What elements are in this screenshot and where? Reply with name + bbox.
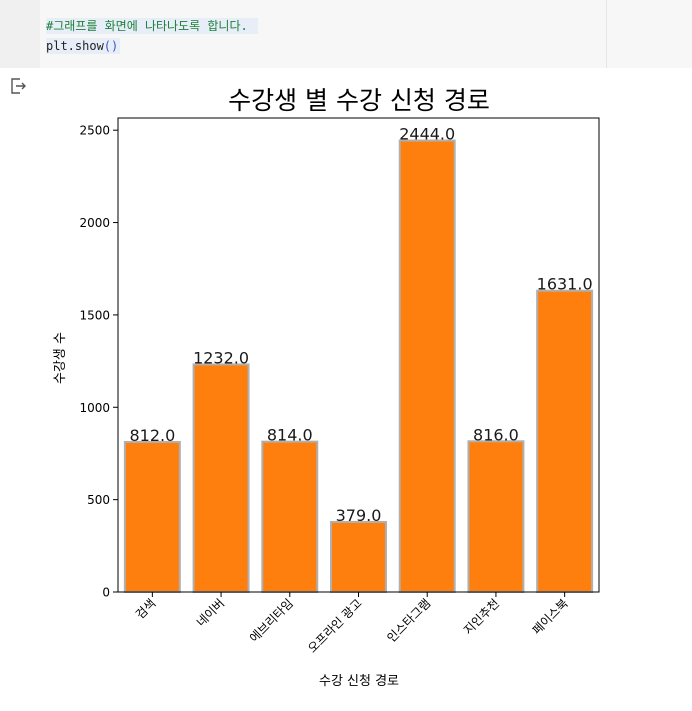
code-cell[interactable]: #그래프를 화면에 나타나도록 합니다. plt.show() [0,0,692,68]
y-axis-label: 수강생 수 [53,332,68,384]
bar [192,363,250,594]
output-redirect-icon[interactable] [8,76,28,96]
data-label: 812.0 [129,426,175,445]
y-tick-label: 2000 [79,216,110,230]
chart-title: 수강생 별 수강 신청 경로 [228,86,490,115]
x-tick-label: 인스타그램 [384,596,433,645]
data-label: 814.0 [267,426,313,445]
code-editor[interactable]: #그래프를 화면에 나타나도록 합니다. plt.show() [40,0,606,68]
code-comment-line: #그래프를 화면에 나타나도록 합니다. [46,18,258,34]
y-tick-label: 1000 [79,401,110,415]
cell-gutter [0,0,40,68]
bar [467,440,525,593]
bar [536,289,594,593]
x-tick-label: 에브리타임 [247,596,296,645]
bar [261,440,319,594]
y-tick-label: 0 [102,586,110,600]
data-label: 1232.0 [193,348,249,367]
code-show-line: plt.show() [46,38,121,54]
x-tick-label: 오프라인 광고 [305,596,364,655]
bar [330,520,387,593]
bar [123,441,181,593]
y-tick-label: 500 [87,493,110,507]
chart-output: 수강생 별 수강 신청 경로 수강생 수 수강 신청 경로 812.0 1232.… [0,68,692,707]
data-label: 816.0 [473,425,519,444]
code-function-call: plt.show [46,39,104,53]
cell-side-panel [606,0,692,68]
x-tick-label: 페이스북 [530,596,571,637]
x-tick-label: 검색 [133,596,159,622]
y-tick-label: 2500 [79,124,110,138]
bar-chart: 수강생 별 수강 신청 경로 수강생 수 수강 신청 경로 812.0 1232.… [53,86,600,689]
x-tick-label: 네이버 [194,596,227,629]
x-axis-label: 수강 신청 경로 [319,674,399,689]
plot-frame [117,117,600,593]
data-label: 379.0 [336,506,382,525]
bar [398,139,456,593]
x-tick-label: 지인추천 [460,596,502,638]
y-tick-label: 1500 [79,308,110,322]
code-parens: () [103,39,119,53]
data-label: 1631.0 [537,275,593,294]
data-label: 2444.0 [399,125,455,144]
